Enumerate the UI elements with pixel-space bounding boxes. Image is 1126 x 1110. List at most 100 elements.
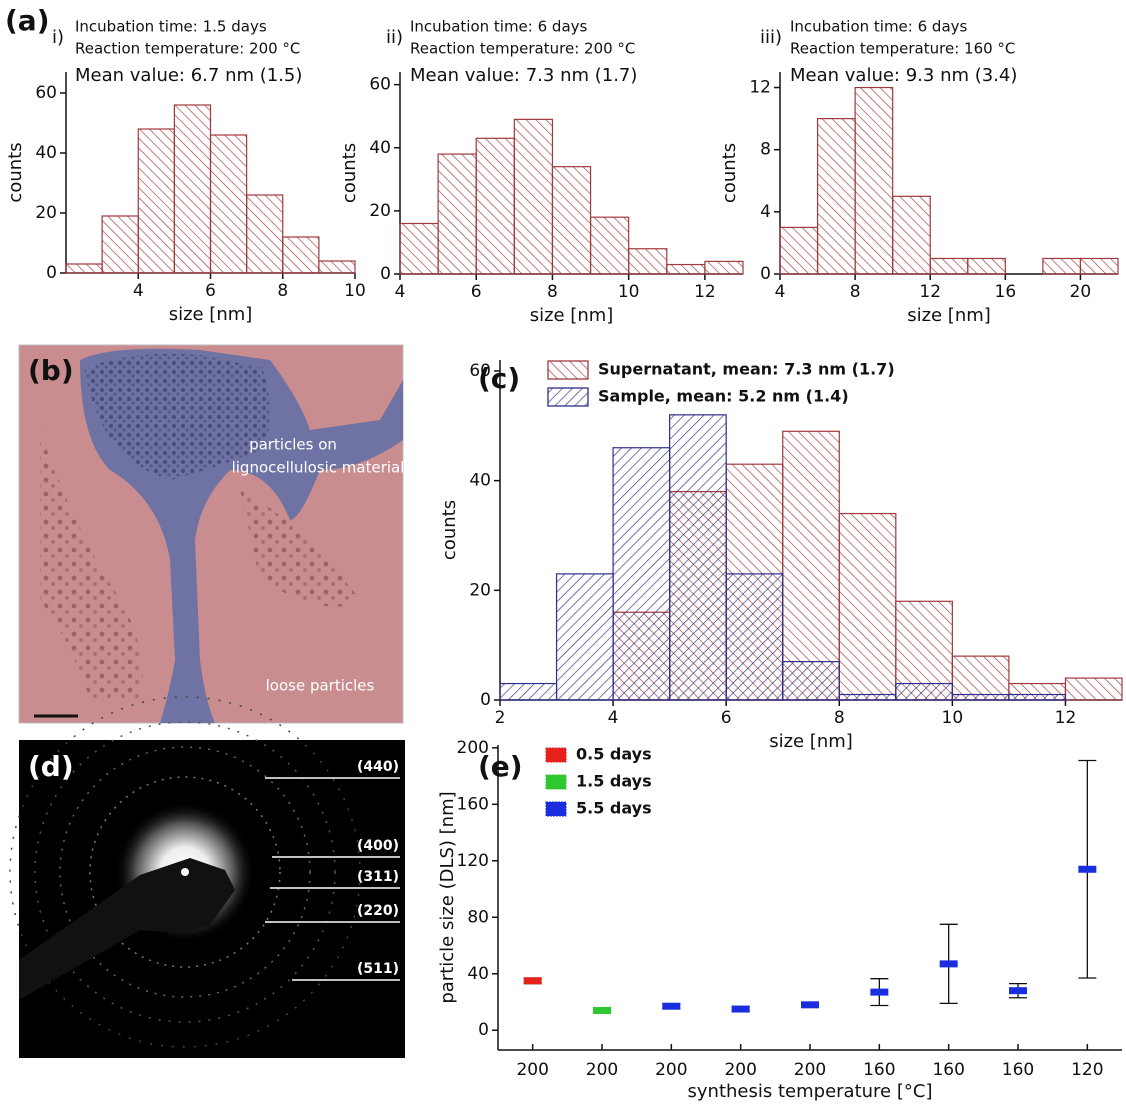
y-tick-label: 0	[46, 263, 57, 283]
y-tick-label: 12	[749, 78, 771, 98]
image-label: particles on	[249, 436, 337, 454]
bar	[1042, 257, 1082, 275]
y-tick-label: 0	[478, 1020, 489, 1040]
x-tick-label: 16	[995, 282, 1017, 302]
x-tick-label: 200	[586, 1060, 618, 1080]
x-tick-label: 4	[775, 282, 786, 302]
marker	[1009, 987, 1027, 995]
panel-label: (d)	[28, 750, 74, 783]
x-tick-label: 10	[344, 281, 366, 301]
annotation: Reaction temperature: 160 °C	[790, 40, 1015, 58]
bar	[1064, 677, 1123, 701]
y-tick-label: 20	[369, 201, 391, 221]
legend-swatch	[545, 747, 567, 763]
bar	[551, 166, 592, 275]
y-tick-label: 40	[467, 964, 489, 984]
x-tick-label: 200	[794, 1060, 826, 1080]
bar	[282, 236, 320, 274]
marker	[1078, 865, 1097, 873]
marker	[801, 1001, 819, 1009]
bar	[612, 447, 671, 701]
x-tick-label: 8	[834, 708, 845, 728]
annotation: Incubation time: 6 days	[410, 18, 588, 36]
annotation: Incubation time: 1.5 days	[75, 18, 267, 36]
x-tick-label: 6	[471, 282, 482, 302]
y-tick-label: 200	[457, 738, 489, 758]
image-label: lignocellulosic material	[232, 459, 405, 477]
bar	[209, 134, 248, 274]
subtitle: Mean value: 6.7 nm (1.5)	[75, 65, 302, 86]
x-axis-label: size [nm]	[769, 731, 853, 752]
y-tick-label: 60	[369, 75, 391, 95]
x-tick-label: 12	[919, 282, 941, 302]
x-tick-label: 4	[608, 708, 619, 728]
bar	[854, 86, 894, 275]
panel-label: (b)	[28, 354, 74, 387]
marker	[939, 960, 958, 968]
subtitle: Mean value: 9.3 nm (3.4)	[790, 65, 1017, 86]
bar	[669, 414, 727, 701]
bar	[101, 215, 139, 274]
y-tick-label: 8	[760, 140, 771, 160]
bar	[838, 693, 897, 701]
legend-label: 0.5 days	[576, 745, 652, 764]
marker	[870, 988, 889, 996]
bar	[137, 128, 175, 274]
y-tick-label: 20	[469, 580, 491, 600]
x-tick-label: 160	[863, 1060, 895, 1080]
x-tick-label: 160	[1002, 1060, 1034, 1080]
y-axis-label: counts	[719, 143, 740, 203]
y-tick-label: 40	[369, 138, 391, 158]
annotation: Incubation time: 6 days	[790, 18, 968, 36]
legend-label: 1.5 days	[576, 772, 652, 791]
bar	[967, 257, 1006, 275]
bar	[437, 153, 477, 275]
panel-sublabel: i)	[52, 27, 64, 48]
x-tick-label: 200	[724, 1060, 756, 1080]
bar	[929, 257, 969, 275]
x-axis-label: size [nm]	[530, 305, 614, 326]
panel-label: (e)	[478, 750, 523, 783]
bar	[513, 118, 554, 275]
bar	[246, 194, 284, 274]
y-tick-label: 80	[467, 907, 489, 927]
y-axis-label: counts	[5, 142, 26, 202]
x-tick-label: 8	[850, 282, 861, 302]
y-axis-label: counts	[439, 500, 460, 560]
bar	[1079, 257, 1119, 275]
bar	[173, 104, 212, 274]
y-tick-label: 40	[35, 143, 57, 163]
y-axis-label: counts	[339, 143, 360, 203]
x-tick-label: 160	[932, 1060, 964, 1080]
x-tick-label: 12	[694, 282, 716, 302]
tem-image	[18, 344, 404, 724]
y-tick-label: 60	[469, 361, 491, 381]
bar	[782, 430, 840, 701]
bar	[628, 248, 668, 275]
bar	[816, 118, 856, 275]
x-tick-label: 200	[516, 1060, 548, 1080]
bar	[951, 655, 1010, 701]
x-tick-label: 8	[547, 282, 558, 302]
ring-label: (511)	[357, 961, 399, 977]
x-tick-label: 4	[395, 282, 406, 302]
legend-swatch	[545, 801, 567, 817]
y-tick-label: 20	[35, 203, 57, 223]
panel-label: (a)	[5, 4, 50, 37]
y-tick-label: 4	[760, 202, 771, 222]
bar	[65, 263, 103, 274]
y-tick-label: 160	[457, 794, 489, 814]
bar	[782, 661, 840, 701]
x-tick-label: 8	[277, 281, 288, 301]
bar	[704, 260, 744, 275]
x-tick-label: 6	[721, 708, 732, 728]
bar	[499, 682, 558, 701]
x-tick-label: 4	[133, 281, 144, 301]
x-tick-label: 20	[1070, 282, 1092, 302]
bar	[589, 216, 630, 275]
bar	[555, 573, 614, 701]
x-tick-label: 200	[655, 1060, 687, 1080]
ring-label: (440)	[357, 759, 399, 775]
panel-label: (c)	[478, 362, 520, 395]
bar	[779, 226, 819, 275]
